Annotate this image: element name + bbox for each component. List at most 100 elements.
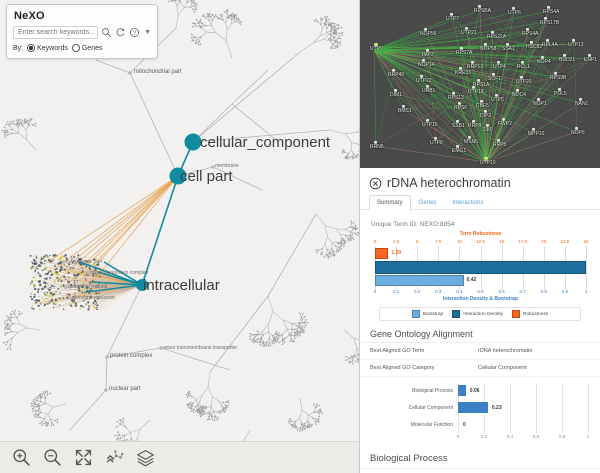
gene-node[interactable] xyxy=(459,67,462,70)
gene-node[interactable] xyxy=(544,17,547,20)
gene-node[interactable] xyxy=(458,102,461,105)
gene-node[interactable] xyxy=(491,31,494,34)
layers-icon[interactable] xyxy=(136,448,155,467)
gene-node[interactable] xyxy=(374,43,378,47)
gene-network-graphic[interactable] xyxy=(360,0,600,168)
gene-node[interactable] xyxy=(506,43,509,46)
gene-node[interactable] xyxy=(554,72,557,75)
tree-node-label-ribosome-precursor[interactable]: ribosome precursor xyxy=(72,295,116,301)
close-circle-icon[interactable] xyxy=(369,177,382,190)
gene-node[interactable] xyxy=(521,61,524,64)
gene-node[interactable] xyxy=(460,47,463,50)
gene-node[interactable] xyxy=(495,94,498,97)
gene-node[interactable] xyxy=(394,89,397,92)
tree-node-label-mitochondrial-part[interactable]: mitochondrial part xyxy=(134,69,182,75)
gene-node[interactable] xyxy=(541,56,544,59)
gene-interaction-network-panel[interactable]: UTP9 RPSBA UTP6 RPS17B UTP7 NOP56 UTP21 RPS22A R… xyxy=(360,0,600,169)
gene-node[interactable] xyxy=(520,76,523,79)
tree-node-label-protein-complex[interactable]: protein complex xyxy=(110,353,153,359)
gene-node[interactable] xyxy=(456,120,459,123)
gene-node[interactable] xyxy=(512,7,515,10)
term-detail-panel[interactable]: rDNA heterochromatin Summary Genes Inter… xyxy=(360,168,600,473)
gene-node[interactable] xyxy=(478,5,481,8)
tab-genes[interactable]: Genes xyxy=(418,200,437,206)
gene-node[interactable] xyxy=(492,73,495,76)
ontology-tree-panel[interactable]: cellular_component cell part intracellul… xyxy=(0,0,360,473)
gene-node[interactable] xyxy=(530,41,533,44)
gene-node[interactable] xyxy=(426,85,429,88)
radio-keywords-dot[interactable] xyxy=(27,44,36,52)
gene-node[interactable] xyxy=(526,28,529,31)
search-panel[interactable]: NeXO ? ▼ By: xyxy=(6,4,158,59)
radio-keywords[interactable]: Keywords xyxy=(27,44,68,52)
gene-node[interactable] xyxy=(516,89,519,92)
gene-node[interactable] xyxy=(532,128,535,131)
radio-genes-dot[interactable] xyxy=(71,44,80,52)
refresh-icon[interactable] xyxy=(115,27,126,38)
gene-node[interactable] xyxy=(472,120,475,123)
gene-node[interactable] xyxy=(480,100,483,103)
tree-node-label-anion-transporter[interactable]: anion transmembrane transporter xyxy=(163,345,238,351)
tree-node-label-cell-part[interactable]: cell part xyxy=(180,168,233,185)
tree-node-label-ribosomal-subunit[interactable]: ribosomal subunit xyxy=(68,284,108,290)
gene-node[interactable] xyxy=(572,39,575,42)
gene-node[interactable] xyxy=(450,13,453,16)
gene-node[interactable] xyxy=(426,119,429,122)
gene-node[interactable] xyxy=(537,98,540,101)
gene-node[interactable] xyxy=(452,92,455,95)
gene-node[interactable] xyxy=(471,61,474,64)
search-input[interactable] xyxy=(13,26,99,39)
go-bar-value: 0.23 xyxy=(491,405,502,411)
gene-ontology-alignment-title: Gene Ontology Alignment xyxy=(360,321,600,343)
gene-node[interactable] xyxy=(424,28,427,31)
tab-interactions[interactable]: Interactions xyxy=(452,200,484,206)
gene-node[interactable] xyxy=(374,141,377,144)
tab-summary[interactable]: Summary xyxy=(369,195,411,210)
zoom-out-icon[interactable] xyxy=(43,448,62,467)
chevron-down-icon[interactable]: ▼ xyxy=(144,29,151,36)
tree-node-label-intracellular[interactable]: intracellular xyxy=(143,277,220,294)
gene-node[interactable] xyxy=(402,105,405,108)
gene-node[interactable] xyxy=(392,69,395,72)
gene-node[interactable] xyxy=(486,124,489,127)
gene-node[interactable] xyxy=(575,127,578,130)
gene-node[interactable] xyxy=(546,39,549,42)
gene-node[interactable] xyxy=(588,54,591,57)
gene-node[interactable] xyxy=(484,110,487,113)
gene-node[interactable] xyxy=(484,157,488,161)
gene-node[interactable] xyxy=(472,86,475,89)
gene-node[interactable] xyxy=(456,145,459,148)
gene-node[interactable] xyxy=(477,79,480,82)
gene-node[interactable] xyxy=(468,136,471,139)
ontology-tree-graphic[interactable] xyxy=(0,0,359,473)
gene-node[interactable] xyxy=(497,139,500,142)
chart-top-tick: 10 xyxy=(456,239,462,244)
tree-toolbar[interactable] xyxy=(0,441,359,473)
tree-node-label-membrane[interactable]: membrane xyxy=(215,163,239,169)
go-axis-tick: 0 xyxy=(456,434,460,439)
gene-node[interactable] xyxy=(563,54,566,57)
collapse-network-icon[interactable] xyxy=(105,448,124,467)
radio-genes[interactable]: Genes xyxy=(71,44,102,52)
gene-node[interactable] xyxy=(422,59,425,62)
zoom-in-icon[interactable] xyxy=(12,448,31,467)
unique-term-id: Unique Term ID: NEXO:8854 xyxy=(371,221,455,228)
gene-node[interactable] xyxy=(502,118,505,121)
gene-node[interactable] xyxy=(579,98,582,101)
gene-node[interactable] xyxy=(558,88,561,91)
gene-node[interactable] xyxy=(547,6,550,9)
gene-node[interactable] xyxy=(465,27,468,30)
tree-node-label-cellular-component[interactable]: cellular_component xyxy=(200,134,331,151)
gene-node[interactable] xyxy=(426,49,429,52)
detail-tabs[interactable]: Summary Genes Interactions xyxy=(360,194,600,210)
tree-node-label-nuclear-part[interactable]: nuclear part xyxy=(109,386,141,392)
gene-node[interactable] xyxy=(434,137,437,140)
gene-node[interactable] xyxy=(420,75,423,78)
gene-node[interactable] xyxy=(497,61,500,64)
search-icon[interactable] xyxy=(101,27,112,38)
gene-node[interactable] xyxy=(484,43,487,46)
help-icon[interactable]: ? xyxy=(129,27,140,38)
tree-node-label-cytoplasmic-part[interactable]: cytoplasmic part xyxy=(66,259,103,265)
tree-node-label-ribonucleoprotein-complex[interactable]: ribonucleoprotein complex xyxy=(90,270,149,276)
fit-to-screen-icon[interactable] xyxy=(74,448,93,467)
